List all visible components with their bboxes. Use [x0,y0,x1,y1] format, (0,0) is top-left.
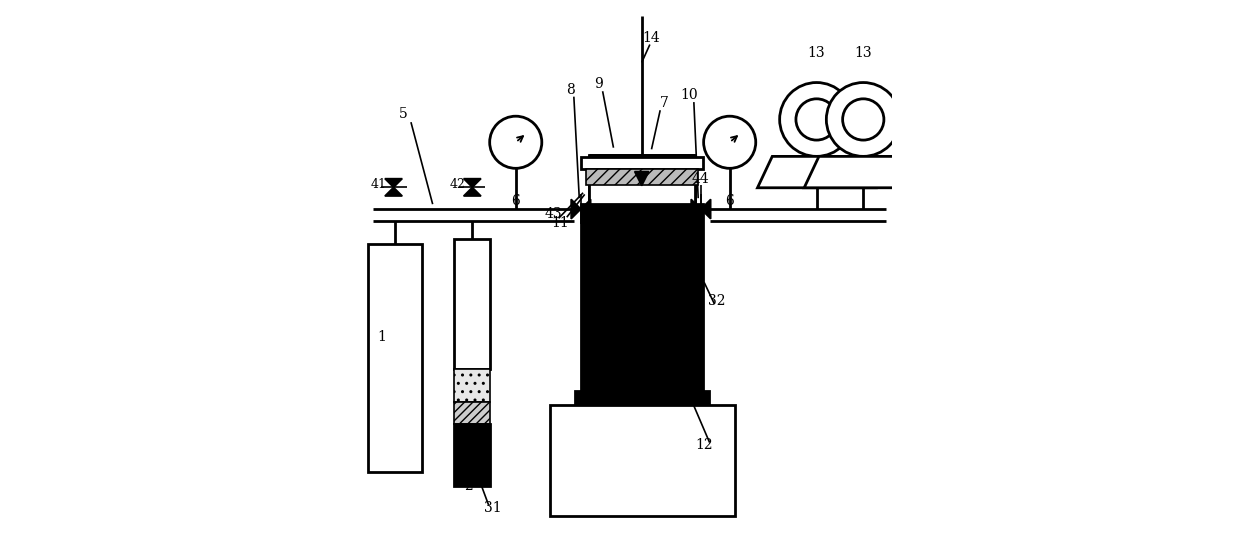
Circle shape [703,116,755,168]
Polygon shape [464,179,481,187]
Polygon shape [635,172,649,186]
Circle shape [826,83,900,156]
Polygon shape [580,199,590,219]
Bar [580,204,703,405]
Text: 10: 10 [681,88,698,102]
Text: 8: 8 [565,83,574,97]
Polygon shape [701,199,711,219]
Text: 5: 5 [398,107,407,121]
Text: 6: 6 [725,194,734,208]
Text: 11: 11 [552,216,569,230]
Bar [454,369,490,402]
Bar [454,424,490,486]
Bar [580,157,703,169]
Text: 42: 42 [449,178,465,191]
Circle shape [796,99,837,140]
Polygon shape [384,187,402,196]
Text: 2: 2 [464,479,472,493]
Polygon shape [384,179,402,187]
Text: 12: 12 [696,438,713,452]
Text: 9: 9 [594,77,603,91]
Bar [454,402,490,424]
Bar [589,155,696,204]
Text: 31: 31 [484,501,501,515]
Circle shape [843,99,884,140]
Text: 13: 13 [807,46,826,60]
Text: 13: 13 [854,46,872,60]
Polygon shape [691,199,701,219]
Bar [454,239,490,369]
Circle shape [780,83,853,156]
Bar [587,169,698,185]
Text: 41: 41 [371,178,387,191]
Bar [367,244,422,472]
Text: 6: 6 [511,194,520,208]
Polygon shape [758,156,875,188]
Text: 1: 1 [378,330,387,344]
Polygon shape [805,156,923,188]
Text: 43: 43 [544,207,563,222]
Text: 44: 44 [692,172,709,186]
Polygon shape [572,199,580,219]
Text: 7: 7 [660,96,668,110]
Text: 32: 32 [708,294,725,308]
Text: 14: 14 [642,31,661,45]
Bar [575,391,708,405]
Circle shape [490,116,542,168]
Bar [551,405,735,516]
Polygon shape [464,187,481,196]
